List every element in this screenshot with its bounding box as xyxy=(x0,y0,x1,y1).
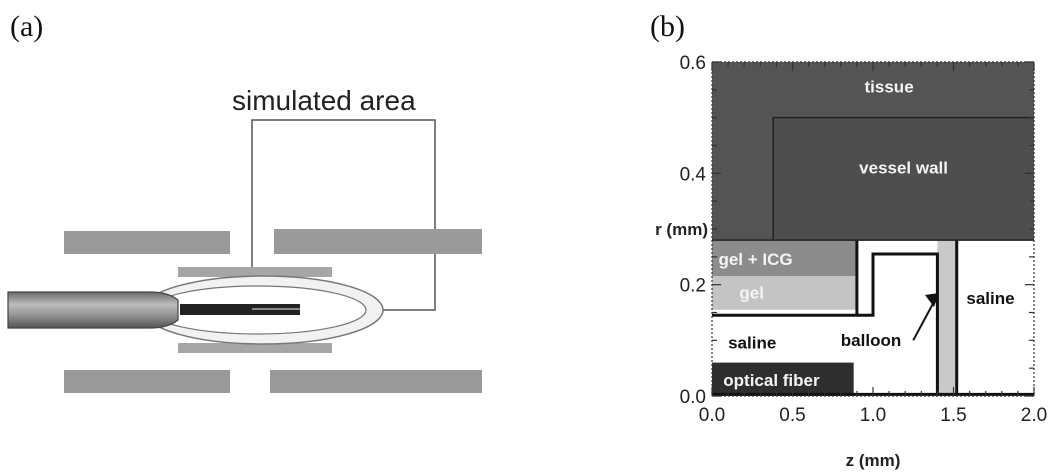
panel-b-plot: tissue vessel wall gel + ICG gel saline … xyxy=(655,53,1047,470)
x-axis-label: z (mm) xyxy=(846,451,901,470)
vessel-wall-top-right xyxy=(274,229,482,254)
y-tick-label: 0.2 xyxy=(680,276,706,297)
gel-region xyxy=(712,276,857,310)
label-saline-right: saline xyxy=(966,289,1014,308)
label-optical-fiber: optical fiber xyxy=(723,371,820,390)
gel-layer-bottom xyxy=(178,343,332,353)
vessel-wall-top-left xyxy=(64,231,230,254)
vessel-wall-bottom-left xyxy=(64,370,230,393)
vessel-wall-bottom-right xyxy=(270,370,482,393)
label-vessel-wall: vessel wall xyxy=(859,158,948,177)
optical-fiber-region xyxy=(712,362,854,396)
vessel-wall-edge xyxy=(712,116,1034,241)
panel-b-label: (b) xyxy=(650,10,685,43)
x-tick-label: 1.5 xyxy=(940,405,966,426)
panel-a-label: (a) xyxy=(10,10,43,43)
x-tick-label: 1.0 xyxy=(860,405,886,426)
x-tick-label: 0.5 xyxy=(779,405,805,426)
catheter xyxy=(7,291,179,329)
label-saline-left: saline xyxy=(728,334,776,353)
balloon-arrow-head xyxy=(925,293,940,308)
simulated-area-bracket xyxy=(251,119,436,311)
optical-fiber-tip xyxy=(180,304,300,315)
gel-icg-region xyxy=(712,240,857,277)
label-gel: gel xyxy=(739,284,764,303)
x-tick-label: 0.0 xyxy=(699,405,725,426)
label-balloon: balloon xyxy=(841,331,901,350)
region-outline xyxy=(712,240,1034,396)
y-axis-label: r (mm) xyxy=(655,220,708,239)
gel-layer-top xyxy=(178,267,332,277)
y-tick-label: 0.0 xyxy=(680,387,706,408)
y-tick-label: 0.6 xyxy=(680,53,706,74)
balloon-shell xyxy=(937,240,957,396)
simulated-area-label: simulated area xyxy=(232,85,416,116)
balloon-arrow xyxy=(912,300,936,341)
label-gel-icg: gel + ICG xyxy=(718,250,792,269)
label-tissue: tissue xyxy=(865,78,914,97)
x-tick-label: 2.0 xyxy=(1021,405,1047,426)
axis-ticks xyxy=(711,61,1035,397)
vessel-wall-region xyxy=(773,117,1034,241)
y-tick-label: 0.4 xyxy=(680,164,707,185)
